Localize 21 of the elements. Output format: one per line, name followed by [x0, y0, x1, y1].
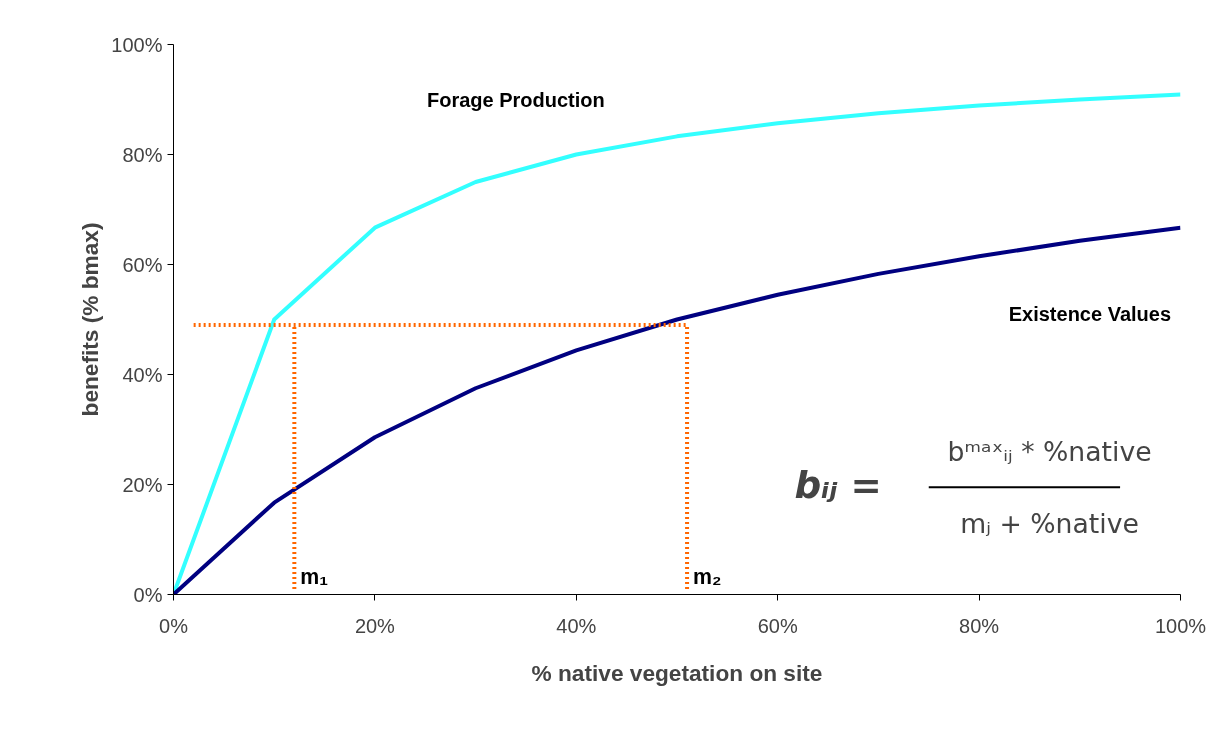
annotation: mⱼ + %native: [960, 507, 1139, 539]
x-tick-label: 0%: [159, 614, 189, 637]
x-tick-label: 40%: [556, 614, 597, 637]
y-tick-label: 40%: [122, 363, 163, 386]
x-tick-label: 80%: [959, 614, 1000, 637]
series-label: Forage Production: [426, 88, 605, 111]
x-tick-label: 60%: [757, 614, 798, 637]
annotation: bᵐᵃˣᵢⱼ * %native: [947, 436, 1152, 467]
y-tick-label: 0%: [133, 583, 163, 606]
y-tick-label: 80%: [122, 143, 163, 166]
y-tick-label: 20%: [122, 473, 163, 496]
y-tick-label: 60%: [122, 253, 163, 276]
annotation: bᵢⱼ =: [794, 462, 882, 507]
series-label: m₂: [693, 565, 722, 589]
series-label: m₁: [300, 565, 329, 589]
x-tick-label: 100%: [1154, 614, 1207, 637]
x-axis-title: % native vegetation on site: [531, 659, 823, 686]
y-axis-title: benefits (% bmax): [77, 222, 104, 417]
text: Existence Values: [1008, 303, 1172, 325]
y-tick-label: 100%: [111, 33, 163, 56]
x-tick-label: 20%: [354, 614, 396, 637]
